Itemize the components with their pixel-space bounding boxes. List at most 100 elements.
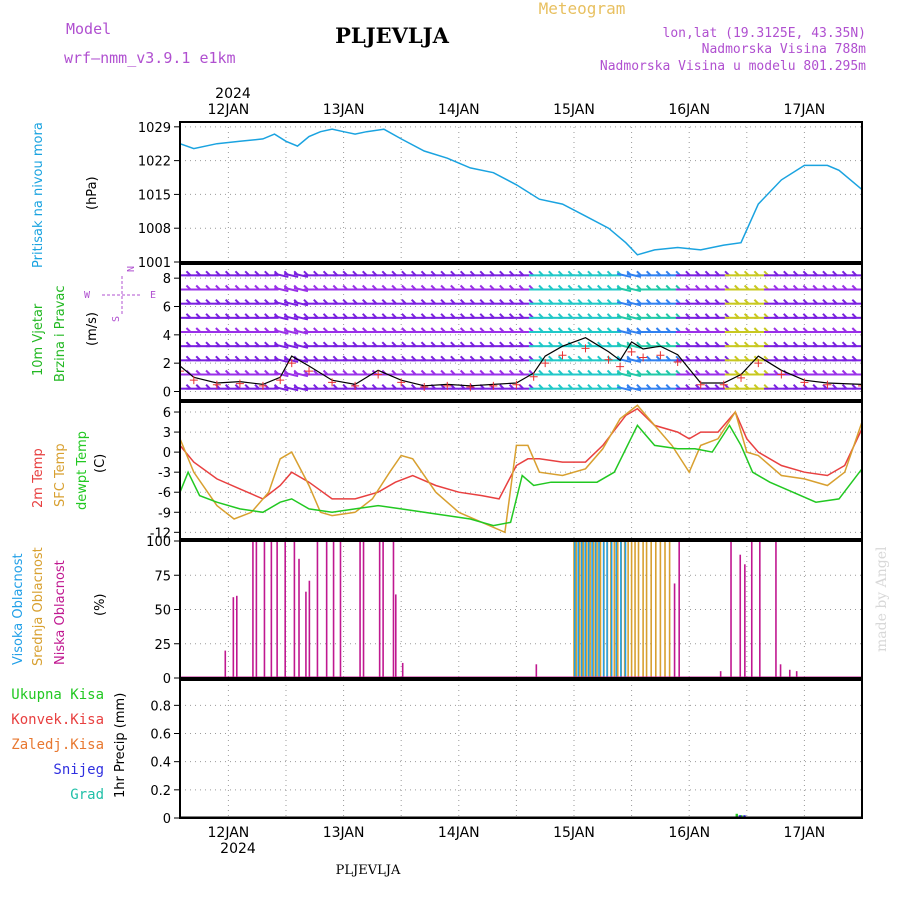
- bar-mark: [591, 541, 593, 678]
- y-tick-label: 8: [163, 272, 171, 287]
- bar-mark: [584, 541, 586, 678]
- station-title: PLJEVLJA: [335, 23, 449, 48]
- wind-barb: [283, 357, 299, 363]
- wind-barb: [274, 343, 289, 349]
- bar-mark: [401, 662, 404, 678]
- bottom-date-label: 14JAN: [438, 825, 480, 841]
- compass-rose-icon: N S W E: [84, 266, 156, 322]
- wind-gust-mark: [512, 380, 521, 389]
- bar-mark: [298, 558, 300, 678]
- bar-mark: [594, 541, 597, 678]
- bar-mark: [276, 541, 278, 678]
- bottom-date-label: 12JAN: [208, 825, 250, 841]
- top-date-label: 17JAN: [784, 102, 826, 118]
- bar-mark: [270, 541, 273, 678]
- top-date-labels: 12JAN 13JAN 14JAN 15JAN 16JAN 17JAN: [208, 102, 826, 118]
- wind-barb: [293, 386, 309, 392]
- bar-mark: [236, 595, 238, 678]
- bar-mark: [598, 541, 600, 678]
- y-tick-label: 1029: [138, 121, 171, 136]
- panel-frame: [179, 121, 863, 263]
- pressure-units: (hPa): [85, 176, 100, 210]
- wind-gust-mark: [466, 382, 475, 391]
- wind-gust-mark: [189, 376, 198, 385]
- bar-mark: [305, 591, 307, 678]
- panel-data: [180, 128, 862, 256]
- bar-mark: [779, 664, 782, 678]
- wind-gust-mark: [558, 351, 567, 360]
- wind-gust-mark: [397, 378, 406, 387]
- y-tick-label: -12: [150, 526, 171, 541]
- y-tick-label: 4: [163, 329, 171, 344]
- wind-gust-mark: [696, 380, 705, 389]
- wind-barb: [293, 286, 309, 293]
- bar-mark: [394, 594, 397, 678]
- temp-units: (C): [93, 454, 108, 473]
- bar-mark: [673, 583, 676, 678]
- top-date-label: 14JAN: [438, 102, 480, 118]
- y-tick-label: 50: [154, 604, 171, 619]
- top-date-label: 16JAN: [668, 102, 710, 118]
- bar-mark: [378, 541, 381, 678]
- panel-data: [180, 404, 862, 534]
- wind-barb: [616, 301, 632, 307]
- wind-barb: [283, 315, 299, 321]
- bar-mark: [744, 564, 746, 678]
- y-tick-label: 0.6: [150, 728, 171, 743]
- wind-gust-mark: [777, 370, 786, 379]
- bar-mark: [582, 541, 585, 678]
- bar-mark: [575, 541, 578, 678]
- bar-mark: [624, 541, 627, 678]
- bottom-date-label: 13JAN: [323, 825, 365, 841]
- bar-mark: [642, 541, 644, 678]
- wind-gust-mark: [374, 370, 383, 379]
- bottom-date-labels: 12JAN 13JAN 14JAN 15JAN 16JAN 17JAN: [208, 825, 826, 841]
- y-tick-label: 0: [163, 672, 171, 687]
- wind-gust-mark: [800, 378, 809, 387]
- wind-barb: [283, 272, 299, 278]
- bar-mark: [580, 541, 583, 678]
- wind-barb: [626, 272, 642, 278]
- y-tick-label: -9: [158, 506, 171, 521]
- bar-mark: [735, 813, 738, 818]
- bar-mark: [316, 541, 319, 678]
- bar-mark: [645, 541, 648, 678]
- bar-mark: [678, 541, 680, 678]
- y-tick-label: 3: [163, 426, 171, 441]
- wind-barb: [293, 315, 309, 321]
- wind-barb: [283, 286, 299, 293]
- wind-barb: [293, 343, 309, 349]
- bar-mark: [610, 541, 613, 678]
- y-tick-label: 0.4: [150, 756, 171, 771]
- bar-mark: [630, 541, 633, 678]
- bar-mark: [359, 541, 361, 678]
- bar-mark: [284, 541, 286, 678]
- wind-barb: [283, 301, 299, 307]
- bar-mark: [599, 541, 602, 678]
- wind-barb: [274, 272, 289, 278]
- panel-frame: [179, 401, 863, 540]
- bar-mark: [616, 541, 619, 678]
- wind-gust-mark: [235, 379, 244, 388]
- elevation-label: Nadmorska Visina 788m: [702, 42, 867, 57]
- y-tick-label: 0: [163, 812, 171, 827]
- precip-ylabel: 1hr Precip (mm): [113, 693, 128, 798]
- y-tick-label: 0.8: [150, 699, 171, 714]
- top-date-label: 15JAN: [553, 102, 595, 118]
- y-tick-label: 6: [163, 406, 171, 421]
- y-tick-label: 0.2: [150, 784, 171, 799]
- bar-mark: [613, 541, 616, 678]
- bar-mark: [615, 541, 618, 678]
- y-tick-label: 0: [163, 446, 171, 461]
- bottom-year-label: 2024: [220, 841, 256, 857]
- panel-data: [180, 541, 862, 678]
- y-tick-label: 75: [154, 569, 171, 584]
- bar-mark: [627, 541, 629, 678]
- wind-gust-mark: [443, 381, 452, 390]
- wind-barb: [293, 272, 309, 278]
- bar-mark: [332, 541, 335, 678]
- wind-gust-mark: [489, 381, 498, 390]
- precip-legend-snow: Snijeg: [53, 762, 104, 778]
- wind-barb: [274, 286, 289, 293]
